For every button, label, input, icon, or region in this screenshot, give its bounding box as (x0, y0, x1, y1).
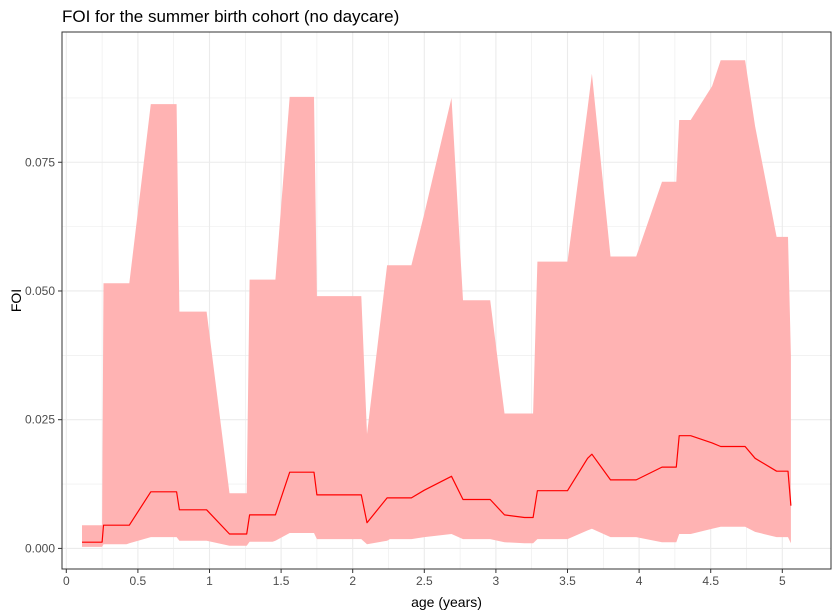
x-tick-labels: 0 0.5 1 1.5 2 2.5 3 3.5 4 4.5 5 (63, 574, 786, 588)
y-tick-label: 0.075 (25, 155, 55, 169)
x-tick-label: 1.5 (273, 574, 290, 588)
confidence-ribbon (82, 60, 791, 547)
foi-line (82, 435, 792, 543)
y-tick-label: 0.050 (25, 284, 55, 298)
y-tick-label: 0.025 (25, 413, 55, 427)
x-axis-title: age (years) (411, 594, 482, 610)
line-layer (82, 435, 792, 543)
y-tick-labels: 0.000 0.025 0.050 0.075 (25, 155, 55, 555)
x-tick-label: 4 (636, 574, 643, 588)
x-tick-label: 1 (206, 574, 213, 588)
panel-border (61, 31, 832, 570)
x-tick-label: 0 (63, 574, 70, 588)
x-tick-label: 4.5 (702, 574, 719, 588)
y-tick-label: 0.000 (25, 541, 55, 555)
axis-ticks (58, 161, 783, 573)
y-axis-title: FOI (8, 289, 24, 312)
x-tick-label: 5 (779, 574, 786, 588)
ribbon-layer (82, 60, 791, 547)
x-tick-label: 2.5 (416, 574, 433, 588)
x-tick-label: 3 (493, 574, 500, 588)
x-tick-label: 3.5 (559, 574, 576, 588)
chart-title: FOI for the summer birth cohort (no dayc… (62, 7, 400, 26)
x-tick-label: 0.5 (130, 574, 147, 588)
x-tick-label: 2 (349, 574, 356, 588)
